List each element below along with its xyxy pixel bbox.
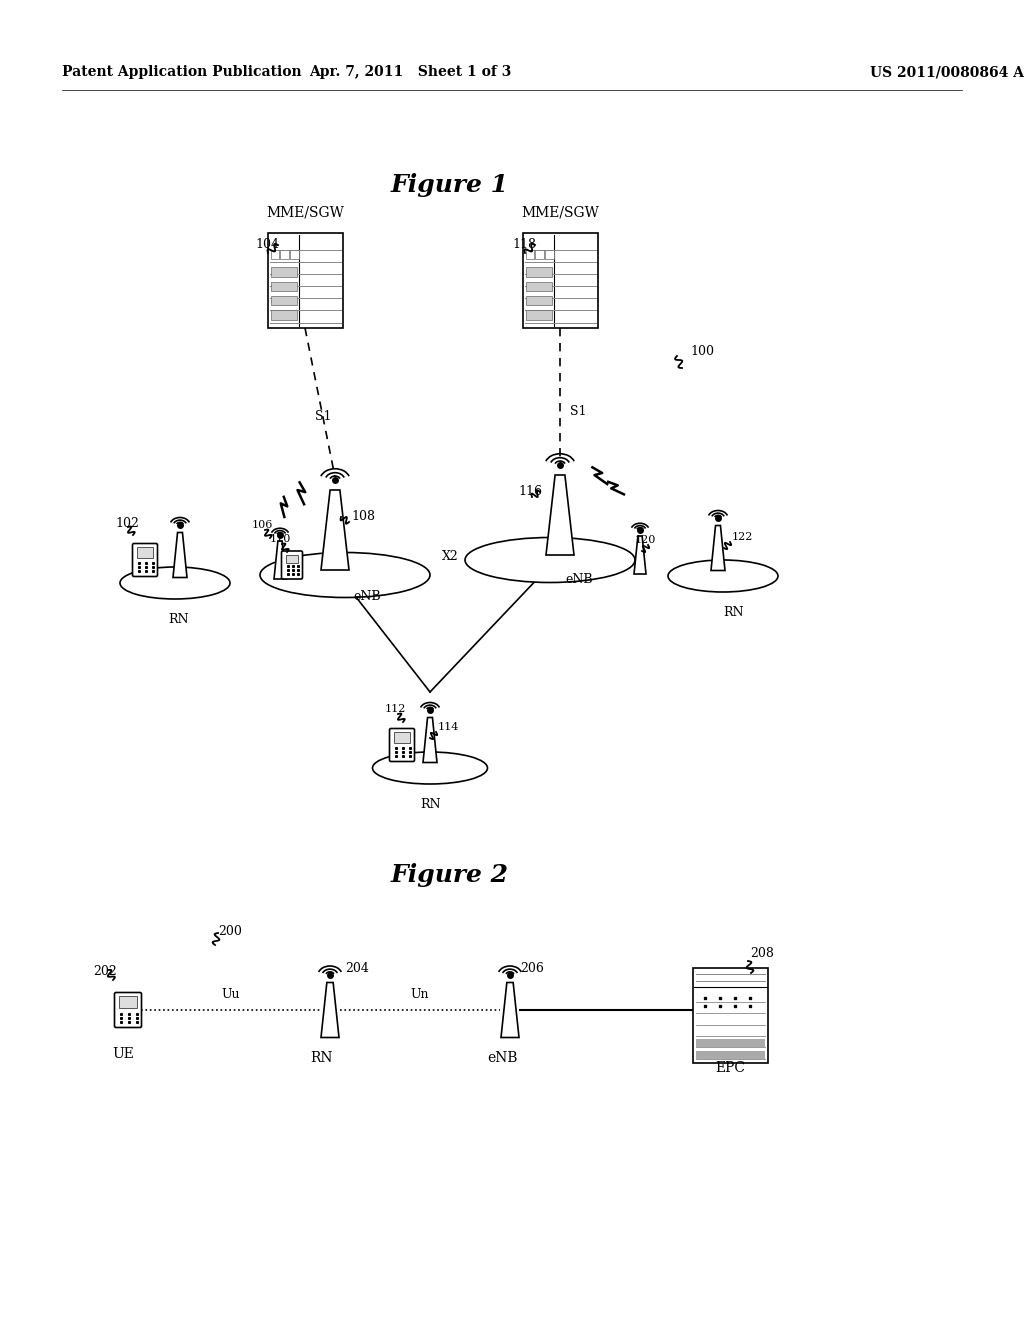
Polygon shape xyxy=(321,490,349,570)
Text: Uu: Uu xyxy=(221,987,240,1001)
Bar xyxy=(270,296,297,305)
Text: 122: 122 xyxy=(732,532,754,543)
Text: 102: 102 xyxy=(115,517,139,531)
Bar xyxy=(525,296,552,305)
Bar xyxy=(522,232,597,327)
Bar xyxy=(137,546,153,558)
Text: UE: UE xyxy=(112,1047,134,1061)
Text: EPC: EPC xyxy=(715,1061,745,1074)
Text: Apr. 7, 2011   Sheet 1 of 3: Apr. 7, 2011 Sheet 1 of 3 xyxy=(309,65,511,79)
Text: Patent Application Publication: Patent Application Publication xyxy=(62,65,302,79)
FancyBboxPatch shape xyxy=(282,550,302,579)
Bar xyxy=(525,249,535,259)
Ellipse shape xyxy=(373,752,487,784)
Polygon shape xyxy=(173,532,187,578)
Text: X2: X2 xyxy=(441,550,459,564)
Bar xyxy=(286,554,298,564)
Ellipse shape xyxy=(668,560,778,591)
Text: eNB: eNB xyxy=(565,573,593,586)
Text: RN: RN xyxy=(420,799,440,810)
Text: 110: 110 xyxy=(270,535,292,544)
Ellipse shape xyxy=(120,568,230,599)
Text: 120: 120 xyxy=(635,535,656,545)
Polygon shape xyxy=(711,525,725,570)
Bar xyxy=(270,281,297,290)
Bar xyxy=(525,310,552,319)
Text: 116: 116 xyxy=(518,484,542,498)
Bar xyxy=(692,968,768,1063)
Text: 100: 100 xyxy=(690,345,714,358)
Text: S1: S1 xyxy=(315,411,332,422)
Bar xyxy=(290,249,299,259)
Bar xyxy=(270,267,297,277)
Text: MME/SGW: MME/SGW xyxy=(521,205,599,219)
Text: 114: 114 xyxy=(438,722,460,733)
Text: MME/SGW: MME/SGW xyxy=(266,205,344,219)
FancyBboxPatch shape xyxy=(132,544,158,577)
Polygon shape xyxy=(634,536,646,574)
Text: eNB: eNB xyxy=(486,1051,517,1065)
Bar xyxy=(545,249,554,259)
Polygon shape xyxy=(321,982,339,1038)
Text: Figure 1: Figure 1 xyxy=(391,173,509,197)
Text: Un: Un xyxy=(411,987,429,1001)
Text: 106: 106 xyxy=(252,520,273,531)
Bar xyxy=(695,1039,765,1047)
FancyBboxPatch shape xyxy=(115,993,141,1027)
Text: 112: 112 xyxy=(385,704,407,714)
FancyBboxPatch shape xyxy=(389,729,415,762)
Bar xyxy=(525,267,552,277)
Polygon shape xyxy=(501,982,519,1038)
Text: S1: S1 xyxy=(570,405,587,418)
Text: 206: 206 xyxy=(520,962,544,975)
Text: 118: 118 xyxy=(512,238,536,251)
Bar xyxy=(270,249,280,259)
Text: 104: 104 xyxy=(255,238,279,251)
Bar xyxy=(525,281,552,290)
Polygon shape xyxy=(423,718,437,763)
Ellipse shape xyxy=(465,537,635,582)
Text: RN: RN xyxy=(310,1051,333,1065)
Bar xyxy=(536,249,544,259)
Polygon shape xyxy=(274,541,286,579)
Text: RN: RN xyxy=(723,606,743,619)
Bar xyxy=(270,310,297,319)
Bar xyxy=(695,1051,765,1059)
Bar xyxy=(119,997,137,1008)
Text: RN: RN xyxy=(168,612,188,626)
Text: 208: 208 xyxy=(750,946,774,960)
Text: 202: 202 xyxy=(93,965,117,978)
Bar xyxy=(281,249,289,259)
Bar xyxy=(394,733,410,743)
Text: 204: 204 xyxy=(345,962,369,975)
Text: 200: 200 xyxy=(218,925,242,939)
Text: 108: 108 xyxy=(351,510,375,523)
Text: eNB: eNB xyxy=(353,590,381,603)
Text: Figure 2: Figure 2 xyxy=(391,863,509,887)
Text: US 2011/0080864 A1: US 2011/0080864 A1 xyxy=(870,65,1024,79)
Bar xyxy=(267,232,342,327)
Ellipse shape xyxy=(260,553,430,598)
Polygon shape xyxy=(546,475,574,554)
